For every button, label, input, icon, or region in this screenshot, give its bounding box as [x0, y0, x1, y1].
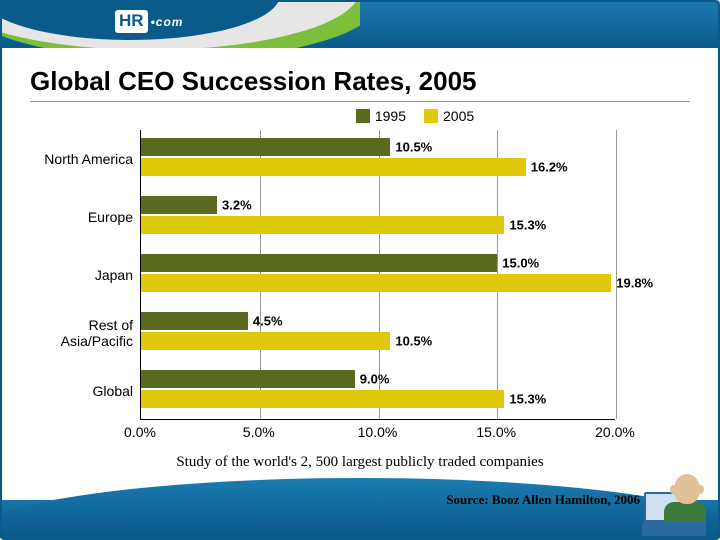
legend-label: 1995	[375, 108, 406, 124]
bar-value: 10.5%	[390, 140, 432, 155]
bar: 10.5%	[141, 332, 390, 350]
bar-value: 3.2%	[217, 198, 252, 213]
x-tick-label: 15.0%	[476, 424, 516, 440]
category-label: Japan	[36, 267, 141, 283]
x-tick-label: 20.0%	[595, 424, 635, 440]
legend-swatch	[424, 109, 438, 123]
bar: 16.2%	[141, 158, 526, 176]
person-illustration	[642, 466, 706, 536]
bar-value: 15.0%	[497, 256, 539, 271]
bar-group: North America10.5%16.2%	[141, 130, 615, 188]
brand-logo: HR •com	[115, 10, 183, 33]
bar: 9.0%	[141, 370, 355, 388]
bar: 15.3%	[141, 390, 504, 408]
bar: 3.2%	[141, 196, 217, 214]
x-tick-label: 0.0%	[124, 424, 156, 440]
bar-group: Global9.0%15.3%	[141, 362, 615, 420]
legend-swatch	[356, 109, 370, 123]
chart-subtitle: Study of the world's 2, 500 largest publ…	[30, 454, 690, 471]
bar: 19.8%	[141, 274, 611, 292]
category-label: Rest of Asia/Pacific	[36, 317, 141, 349]
category-label: North America	[36, 151, 141, 167]
slide-body: Global CEO Succession Rates, 2005 1995 20…	[0, 48, 720, 492]
chart-xaxis: 0.0%5.0%10.0%15.0%20.0%	[140, 420, 615, 442]
slide-header: HR •com	[0, 0, 720, 48]
bar: 15.0%	[141, 254, 497, 272]
bar-group: Europe3.2%15.3%	[141, 188, 615, 246]
legend-item: 2005	[424, 108, 474, 124]
source-citation: Source: Booz Allen Hamilton, 2006	[446, 492, 640, 508]
bar: 4.5%	[141, 312, 248, 330]
bar-value: 16.2%	[526, 160, 568, 175]
logo-prefix: HR	[115, 10, 148, 33]
bar: 15.3%	[141, 216, 504, 234]
bar-group: Rest of Asia/Pacific4.5%10.5%	[141, 304, 615, 362]
x-tick-label: 5.0%	[243, 424, 275, 440]
category-label: Europe	[36, 209, 141, 225]
bar-value: 9.0%	[355, 372, 390, 387]
bar-value: 10.5%	[390, 334, 432, 349]
legend-label: 2005	[443, 108, 474, 124]
bar-value: 15.3%	[504, 392, 546, 407]
succession-chart: 19952005 North America10.5%16.2%Europe3.…	[140, 108, 690, 448]
bar-value: 15.3%	[504, 218, 546, 233]
bar-value: 19.8%	[611, 276, 653, 291]
chart-legend: 1995 2005	[140, 108, 690, 124]
page-title: Global CEO Succession Rates, 2005	[30, 66, 690, 102]
gridline	[616, 130, 617, 419]
x-tick-label: 10.0%	[358, 424, 398, 440]
chart-plot: North America10.5%16.2%Europe3.2%15.3%Ja…	[140, 130, 615, 420]
logo-suffix: •com	[151, 15, 184, 29]
category-label: Global	[36, 383, 141, 399]
legend-item: 1995	[356, 108, 406, 124]
bar-value: 4.5%	[248, 314, 283, 329]
bar: 10.5%	[141, 138, 390, 156]
bar-group: Japan15.0%19.8%	[141, 246, 615, 304]
